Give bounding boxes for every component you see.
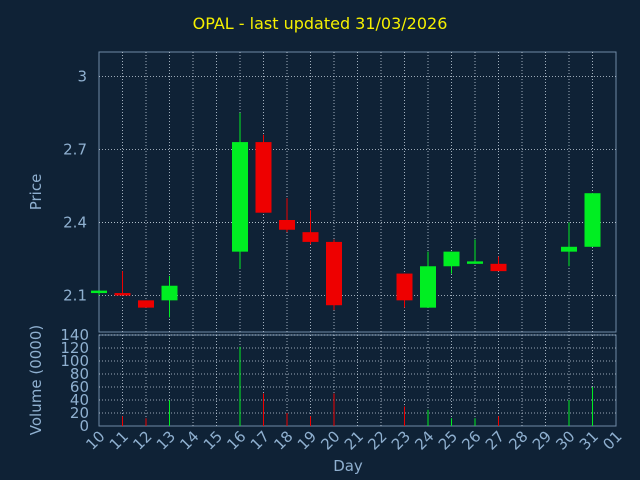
- candle-body: [114, 293, 131, 296]
- candle-body: [326, 241, 342, 306]
- candle-body: [255, 142, 272, 213]
- day-tick-label: 12: [129, 427, 155, 453]
- candle-body: [138, 300, 154, 308]
- day-axis-label: Day: [333, 457, 363, 475]
- candle-body: [467, 261, 483, 264]
- day-tick-label: 16: [223, 427, 249, 453]
- volume-tick-label: 60: [70, 378, 89, 396]
- day-tick-label: 24: [411, 427, 437, 453]
- price-tick-label: 2.7: [63, 140, 87, 158]
- volume-tick-label: 20: [70, 404, 89, 422]
- day-tick-label: 15: [200, 427, 226, 453]
- candle-body: [91, 290, 107, 294]
- candle-body: [443, 251, 460, 267]
- chart-title: OPAL - last updated 31/03/2026: [192, 14, 448, 33]
- day-tick-label: 01: [599, 427, 625, 453]
- day-tick-label: 11: [106, 427, 132, 453]
- candle-body: [561, 246, 577, 252]
- day-tick-label: 23: [388, 427, 414, 453]
- day-tick-label: 31: [576, 427, 602, 453]
- day-tick-label: 21: [341, 427, 367, 453]
- price-tick-label: 3: [77, 67, 87, 85]
- candle-body: [490, 263, 507, 272]
- price-tick-label: 2.4: [63, 213, 87, 231]
- day-tick-label: 17: [247, 427, 273, 453]
- day-tick-label: 30: [552, 427, 578, 453]
- volume-tick-label: 140: [60, 326, 89, 344]
- day-tick-label: 26: [458, 427, 484, 453]
- day-tick-label: 28: [505, 427, 531, 453]
- candle-body: [302, 232, 319, 242]
- volume-tick-label: 80: [70, 365, 89, 383]
- candle-body: [420, 266, 436, 308]
- volume-tick-label: 0: [79, 417, 89, 435]
- day-tick-label: 22: [364, 427, 390, 453]
- price-tick-label: 2.1: [63, 286, 87, 304]
- day-tick-label: 25: [435, 427, 461, 453]
- candle-body: [279, 220, 295, 230]
- day-tick-label: 29: [529, 427, 555, 453]
- volume-tick-label: 100: [60, 352, 89, 370]
- day-tick-label: 19: [294, 427, 320, 453]
- candle-body: [584, 193, 601, 247]
- volume-tick-label: 40: [70, 391, 89, 409]
- candle-body: [396, 273, 413, 301]
- day-tick-label: 13: [153, 427, 179, 453]
- day-tick-label: 27: [482, 427, 508, 453]
- volume-tick-label: 120: [60, 339, 89, 357]
- day-tick-label: 18: [270, 427, 296, 453]
- day-tick-label: 20: [317, 427, 343, 453]
- candle-body: [161, 285, 178, 301]
- day-tick-label: 14: [176, 427, 202, 453]
- candle-body: [232, 142, 248, 252]
